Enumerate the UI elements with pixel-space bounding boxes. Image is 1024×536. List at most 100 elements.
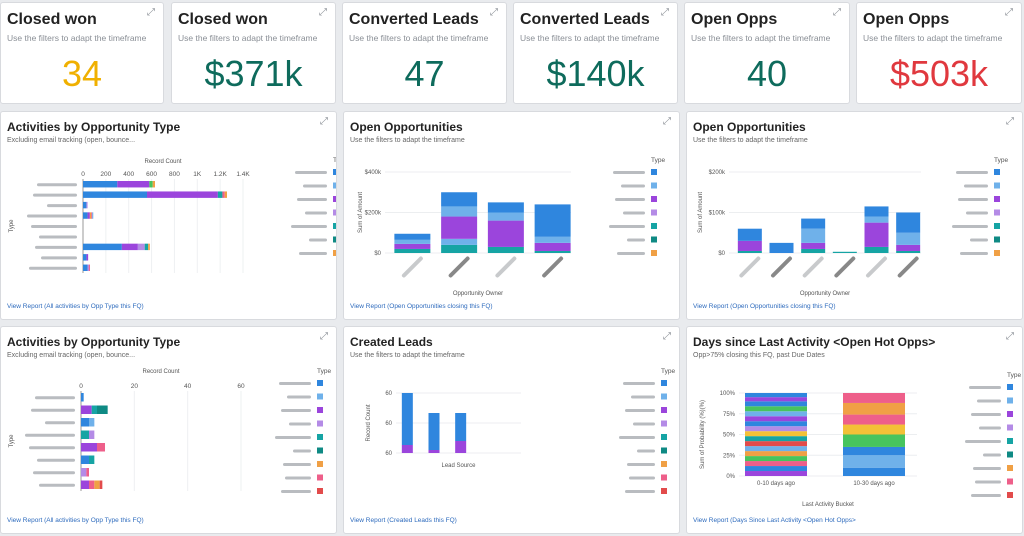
legend-label-placeholder — [633, 422, 655, 426]
expand-icon[interactable]: ⤢ — [319, 7, 327, 18]
bar-segment — [864, 206, 889, 217]
expand-icon[interactable]: ⤢ — [320, 331, 328, 342]
legend-label-placeholder — [983, 453, 1001, 457]
category-label-placeholder — [866, 256, 887, 278]
kpi-card[interactable]: Closed won Use the filters to adapt the … — [0, 2, 164, 104]
bar-segment — [401, 445, 413, 453]
bar-segment — [745, 426, 807, 432]
bar-segment — [745, 446, 807, 452]
y-tick-label: $100k — [709, 211, 726, 217]
category-label-placeholder — [31, 408, 75, 412]
kpi-card[interactable]: Converted Leads Use the filters to adapt… — [513, 2, 678, 104]
legend-label-placeholder — [979, 426, 1001, 430]
expand-icon[interactable]: ⤢ — [1006, 331, 1014, 342]
kpi-card[interactable]: Closed won Use the filters to adapt the … — [171, 2, 336, 104]
legend-swatch — [1007, 478, 1013, 485]
legend-swatch — [317, 407, 323, 413]
widget-days-since-activity: 100% 75% 50% 25% 0% Sum of Probability (%)(%)… — [686, 326, 1023, 534]
legend-label-placeholder — [613, 171, 645, 174]
axis-title: Lead Source — [441, 463, 476, 469]
view-report-link[interactable]: View Report (Created Leads this FQ) — [350, 517, 457, 524]
view-report-link[interactable]: View Report (All activities by Opp Type … — [7, 517, 144, 524]
bar-segment — [89, 455, 95, 464]
bar-segment — [91, 405, 97, 414]
bar-segment — [843, 467, 905, 476]
expand-icon[interactable]: ⤢ — [661, 7, 669, 18]
bar-segment — [394, 243, 431, 249]
view-report-link[interactable]: View Report (All activities by Opp Type … — [7, 303, 144, 310]
legend-label-placeholder — [299, 252, 327, 255]
bar-segment — [148, 243, 150, 251]
legend-swatch — [1007, 384, 1013, 390]
kpi-subtitle: Use the filters to adapt the timeframe — [7, 33, 147, 43]
legend-label-placeholder — [970, 238, 988, 242]
bar-segment — [83, 243, 122, 251]
category-label-placeholder — [834, 256, 856, 278]
legend-label-placeholder — [609, 225, 645, 228]
bar-segment — [487, 202, 524, 213]
bar-segment — [843, 424, 905, 435]
x-tick-label: 600 — [146, 171, 157, 178]
x-tick-label: 200 — [100, 171, 111, 178]
category-label-placeholder — [25, 433, 75, 437]
legend-label-placeholder — [971, 494, 1001, 497]
bar-segment — [137, 243, 145, 251]
bar-segment — [487, 220, 524, 247]
category-label-placeholder — [771, 256, 792, 278]
expand-icon[interactable]: ⤢ — [663, 331, 671, 342]
legend-swatch — [661, 420, 667, 427]
expand-icon[interactable]: ⤢ — [663, 116, 671, 127]
bar-segment — [441, 238, 478, 245]
bar-segment — [534, 250, 571, 253]
widget-subtitle: Excluding email tracking (open, bounce..… — [7, 137, 136, 144]
created-leads-bar-chart: 60 60 60 Record Count Lead Source Type — [366, 368, 675, 494]
bar-segment — [83, 201, 87, 209]
legend-label-placeholder — [621, 184, 645, 188]
bar-segment — [97, 405, 108, 414]
expand-icon[interactable]: ⤢ — [320, 116, 328, 127]
bar-segment — [745, 436, 807, 442]
expand-icon[interactable]: ⤢ — [1006, 116, 1014, 127]
legend-title: Type — [661, 368, 675, 375]
bar-segment — [441, 206, 478, 217]
kpi-card[interactable]: Open Opps Use the filters to adapt the t… — [684, 2, 850, 104]
widget-created-leads: 60 60 60 Record Count Lead Source Type Create… — [343, 326, 680, 534]
legend-swatch — [661, 380, 667, 386]
kpi-card[interactable]: Open Opps Use the filters to adapt the t… — [856, 2, 1022, 104]
widget-subtitle: Opp>75% closing this FQ, past Due Dates — [693, 352, 825, 359]
kpi-title: Converted Leads — [520, 11, 650, 28]
legend-title: Type — [1007, 372, 1021, 379]
open-opps-bar-chart: $400k $200k $0 Sum of Amount Opportunity Own… — [358, 157, 665, 297]
expand-icon[interactable]: ⤢ — [1005, 7, 1013, 18]
kpi-card[interactable]: Converted Leads Use the filters to adapt… — [342, 2, 507, 104]
x-tick-label: 1K — [193, 171, 202, 178]
axis-title: Record Count — [366, 404, 372, 441]
category-label-placeholder — [39, 235, 77, 239]
legend-swatch — [333, 196, 336, 202]
bar-segment — [86, 201, 88, 209]
bar-segment — [745, 461, 807, 467]
bar-segment — [441, 244, 478, 253]
legend-label-placeholder — [281, 409, 311, 412]
legend-swatch — [317, 434, 323, 440]
legend-swatch — [661, 474, 667, 481]
view-report-link[interactable]: View Report (Open Opportunities closing … — [693, 303, 836, 310]
legend-label-placeholder — [977, 399, 1001, 403]
y-tick-label: $0 — [718, 251, 725, 257]
expand-icon[interactable]: ⤢ — [490, 7, 498, 18]
axis-title: Sum of Amount — [358, 192, 364, 233]
bar-segment — [83, 191, 147, 198]
kpi-subtitle: Use the filters to adapt the timeframe — [863, 33, 1003, 43]
bar-segment — [737, 240, 762, 251]
kpi-title: Closed won — [7, 11, 97, 28]
legend-label-placeholder — [958, 198, 988, 201]
legend-swatch — [651, 169, 657, 175]
expand-icon[interactable]: ⤢ — [147, 7, 155, 18]
bar-segment — [534, 236, 571, 243]
view-report-link[interactable]: View Report (Open Opportunities closing … — [350, 303, 493, 310]
legend-label-placeholder — [305, 211, 327, 215]
legend-label-placeholder — [627, 238, 645, 242]
kpi-title: Converted Leads — [349, 11, 479, 28]
view-report-link[interactable]: View Report (Days Since Last Activity <O… — [693, 517, 856, 524]
expand-icon[interactable]: ⤢ — [833, 7, 841, 18]
